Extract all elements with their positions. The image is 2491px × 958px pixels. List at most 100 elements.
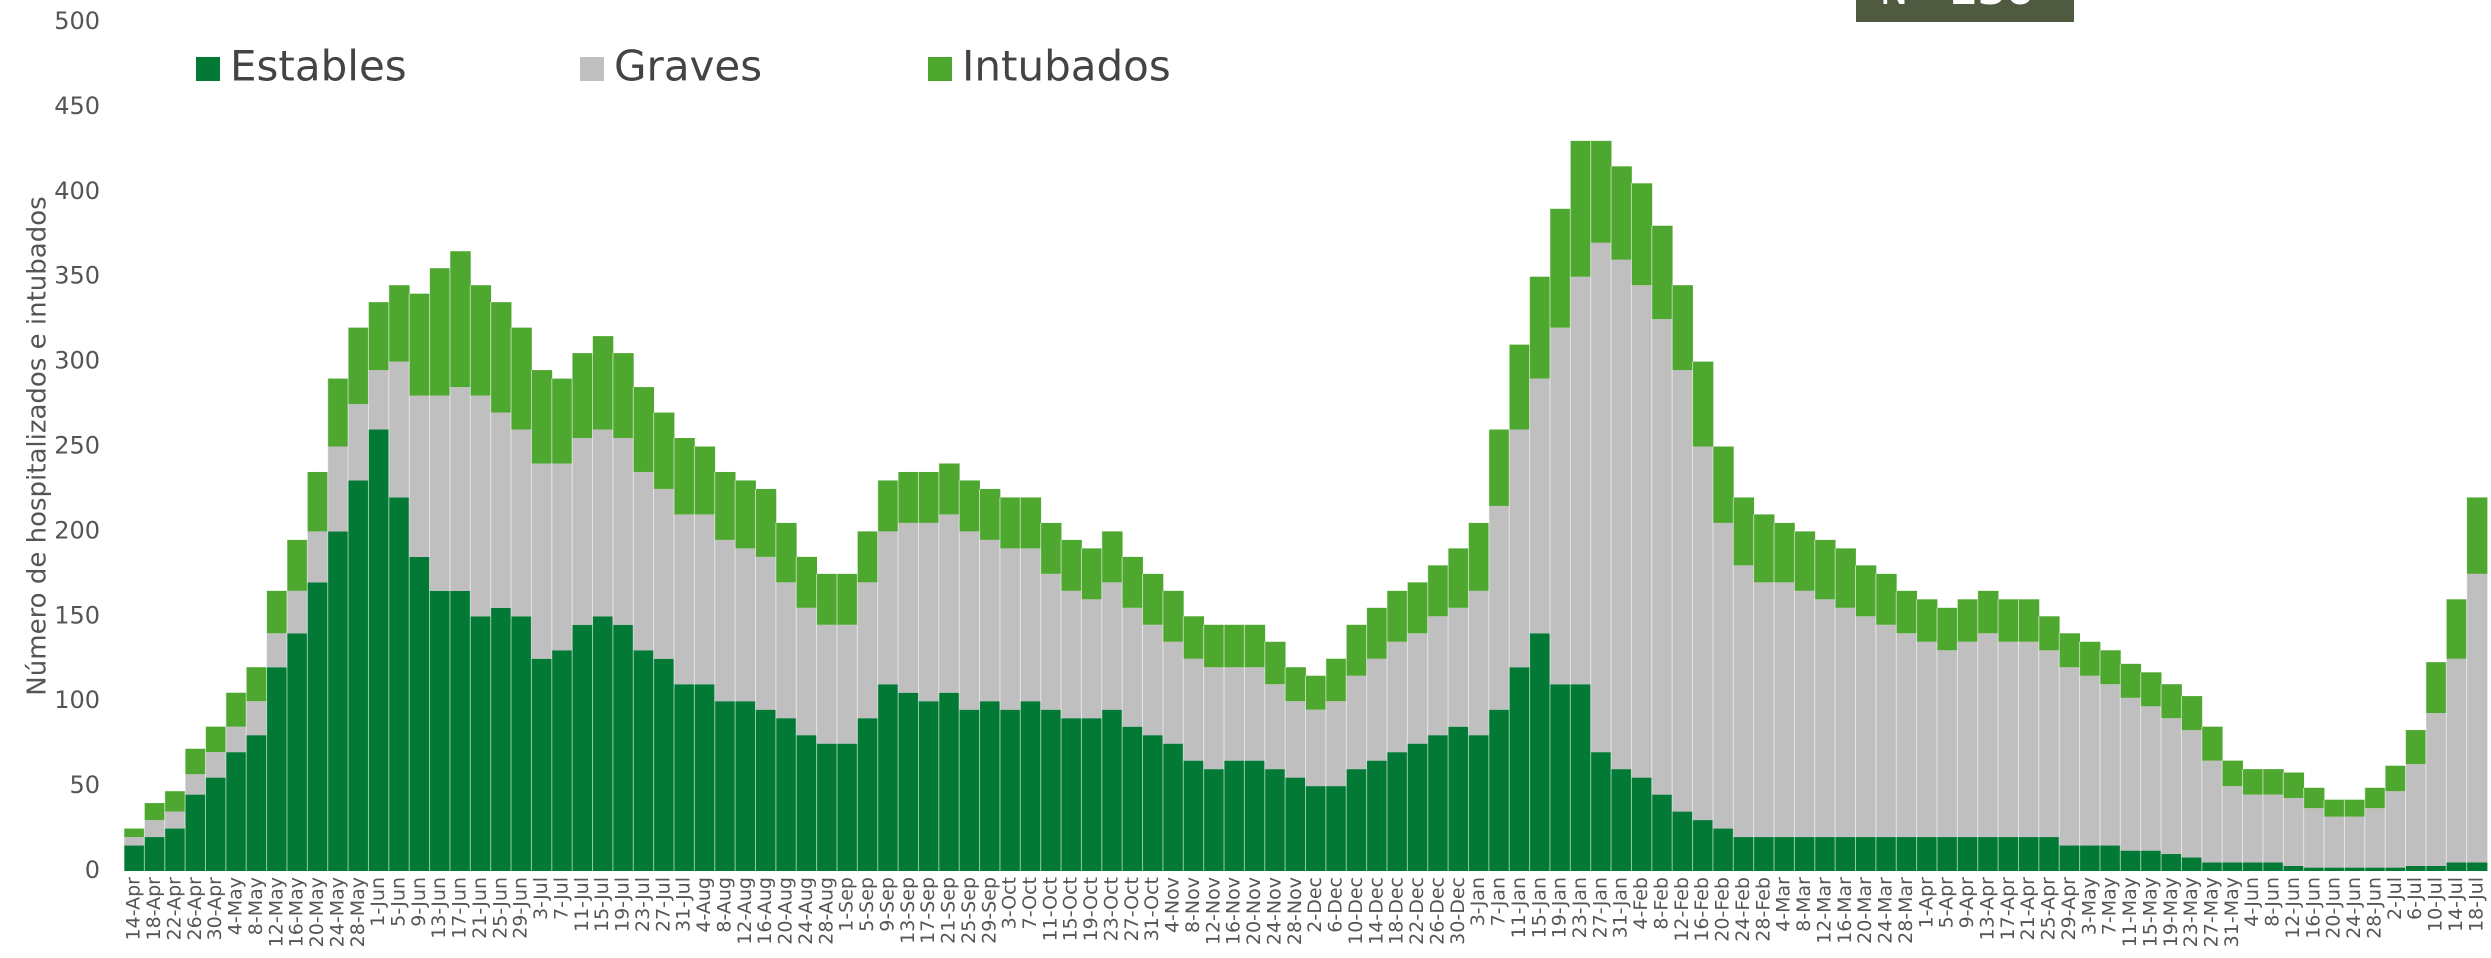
bar-segment <box>2283 797 2305 866</box>
bar-segment <box>2242 794 2264 863</box>
x-tick-label: 6-Dec <box>1325 877 1347 933</box>
bar-segment <box>2059 667 2080 846</box>
bar-segment <box>1488 709 1510 871</box>
bar-segment <box>898 692 919 871</box>
x-tick-label: 24-Aug <box>795 877 817 945</box>
x-tick-label: 17-Apr <box>1997 877 2019 941</box>
x-tick-label: 15-Jan <box>1528 877 1550 938</box>
legend-swatch <box>580 57 604 81</box>
bar-segment <box>735 480 756 549</box>
bar-segment <box>857 531 879 583</box>
bar-segment <box>2446 658 2468 863</box>
bar-segment <box>1448 726 1469 871</box>
bar-segment <box>164 811 186 829</box>
x-tick-label: 14-Apr <box>123 877 145 941</box>
x-tick-label: 16-May <box>286 877 308 947</box>
bar-segment <box>1040 522 1062 574</box>
bar-segment <box>918 522 940 702</box>
bar-segment <box>2038 837 2060 871</box>
bar-segment <box>857 582 879 719</box>
bar-segment <box>1590 140 1612 243</box>
x-tick-label: 12-Nov <box>1202 877 1224 945</box>
bar-segment <box>1529 276 1551 379</box>
bar-segment <box>633 387 655 472</box>
x-tick-label: 20-Jun <box>2323 877 2345 939</box>
bar-segment <box>348 327 369 405</box>
bar-segment <box>2303 867 2325 871</box>
y-tick-label: 100 <box>54 686 100 714</box>
x-tick-label: 28-Feb <box>1752 877 1774 942</box>
bar-segment <box>1468 522 1490 591</box>
bar-segment <box>1692 361 1714 447</box>
x-tick-label: 16-Nov <box>1223 877 1245 945</box>
bar-segment <box>1427 735 1449 871</box>
bar-segment <box>1142 735 1164 871</box>
bar-segment <box>2466 573 2488 863</box>
bar-segment <box>1998 641 2019 838</box>
bar-segment <box>246 701 267 736</box>
bar-segment <box>1651 319 1673 795</box>
bar-segment <box>1285 777 1306 871</box>
bar-segment <box>836 573 858 625</box>
bar-segment <box>735 701 756 871</box>
bar-segment <box>1162 743 1184 871</box>
x-tick-label: 19-Jan <box>1549 877 1571 938</box>
bar-segment <box>1244 667 1266 761</box>
legend-label: Intubados <box>962 42 1171 91</box>
bar-segment <box>1366 607 1388 659</box>
bar-segment <box>775 522 797 583</box>
bar-segment <box>1957 599 1979 642</box>
bar-segment <box>388 285 410 362</box>
bar-segment <box>1162 590 1184 642</box>
bar-segment <box>1325 786 1347 871</box>
bar-segment <box>2303 808 2325 868</box>
bar-segment <box>246 735 267 871</box>
x-tick-label: 14-Jul <box>2445 877 2467 932</box>
bar-segment <box>2324 799 2345 817</box>
bar-segment <box>1916 641 1938 838</box>
bar-segment <box>612 438 634 625</box>
x-tick-label: 1-Jun <box>367 877 389 927</box>
bar-segment <box>307 531 329 583</box>
x-tick-label: 14-Dec <box>1365 877 1387 945</box>
y-tick-label: 350 <box>54 262 100 290</box>
bar-segment <box>1631 285 1653 778</box>
bar-segment <box>1183 616 1205 659</box>
bar-segment <box>1936 607 1958 651</box>
bar-segment <box>1386 641 1408 753</box>
bar-segment <box>1081 548 1103 600</box>
bar-segment <box>2018 599 2040 642</box>
y-tick-label: 150 <box>54 601 100 629</box>
bar-segment <box>612 624 634 871</box>
bar-segment <box>1692 446 1714 821</box>
bar-segment <box>2161 854 2182 871</box>
bar-segment <box>1611 166 1632 260</box>
bar-segment <box>2364 787 2386 809</box>
x-tick-label: 16-Aug <box>754 877 776 945</box>
bar-segment <box>531 370 553 464</box>
x-tick-label: 20-Mar <box>1854 877 1876 944</box>
bar-segment <box>449 590 471 871</box>
bar-segment <box>1875 624 1897 838</box>
bar-segment <box>1570 684 1592 871</box>
bar-segment <box>1774 837 1795 871</box>
bar-segment <box>409 395 430 557</box>
bar-segment <box>124 845 145 871</box>
bar-segment <box>633 650 655 871</box>
bar-segment <box>225 752 247 871</box>
bar-segment <box>1733 497 1755 566</box>
bar-segment <box>2405 865 2427 871</box>
bar-segment <box>938 692 960 871</box>
bar-segment <box>2324 816 2345 868</box>
bar-segment <box>2385 867 2406 871</box>
bar-segment <box>1875 573 1897 625</box>
bar-segment <box>286 633 308 871</box>
bar-segment <box>1570 140 1592 277</box>
bar-segment <box>694 684 716 871</box>
bar-segment <box>2425 865 2447 871</box>
bar-segment <box>694 446 716 515</box>
bar-segment <box>1407 633 1429 744</box>
bar-segment <box>1672 811 1693 871</box>
x-tick-label: 5-Sep <box>856 877 878 932</box>
bar-segment <box>2405 730 2427 765</box>
